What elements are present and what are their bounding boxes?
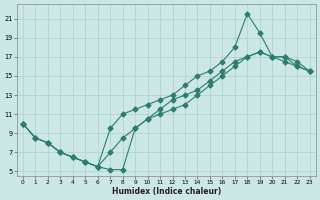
X-axis label: Humidex (Indice chaleur): Humidex (Indice chaleur): [112, 187, 221, 196]
